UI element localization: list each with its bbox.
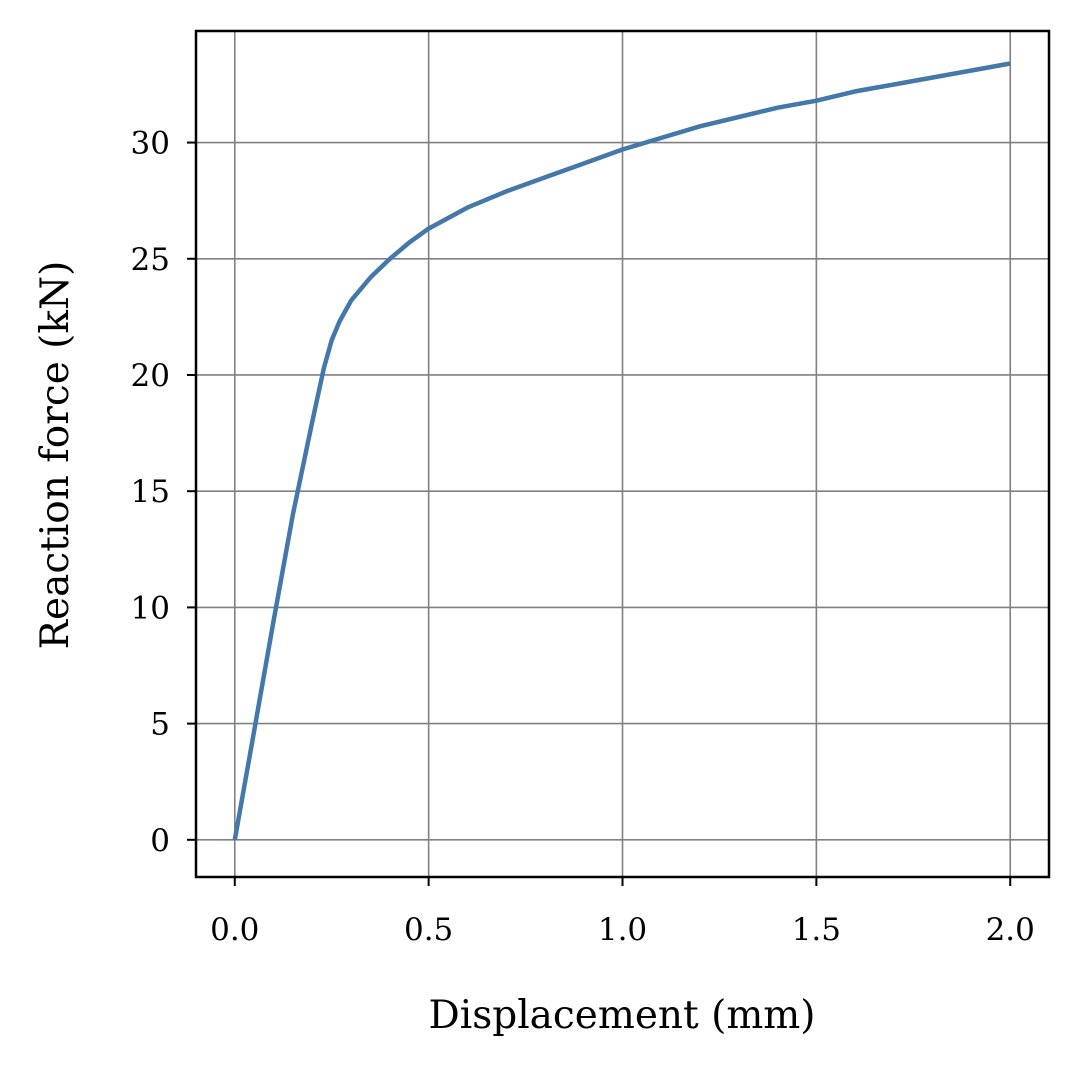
y-axis-ticks: 0 5 10 15 20 25 30 — [131, 126, 196, 859]
y-tick-label: 30 — [131, 126, 170, 162]
y-tick-label: 10 — [131, 590, 170, 626]
y-tick-label: 25 — [131, 242, 170, 278]
y-tick-label: 20 — [131, 358, 170, 394]
y-tick-label: 15 — [131, 474, 170, 510]
horizontal-grid-lines — [196, 141, 1049, 841]
series-layer — [232, 61, 1011, 841]
x-tick-label: 2.0 — [986, 912, 1035, 948]
y-tick-label: 0 — [150, 823, 170, 859]
y-tick-label: 5 — [150, 707, 170, 743]
x-tick-label: 0.5 — [404, 912, 453, 948]
series-line — [232, 61, 1011, 841]
x-tick-label: 1.5 — [792, 912, 841, 948]
x-axis-ticks: 0.0 0.5 1.0 1.5 2.0 — [210, 877, 1035, 948]
vertical-grid-lines — [233, 31, 1012, 877]
x-tick-label: 1.0 — [598, 912, 647, 948]
y-axis-label: Reaction force (kN) — [33, 261, 78, 650]
x-tick-label: 0.0 — [210, 912, 259, 948]
x-axis-label: Displacement (mm) — [428, 993, 815, 1038]
